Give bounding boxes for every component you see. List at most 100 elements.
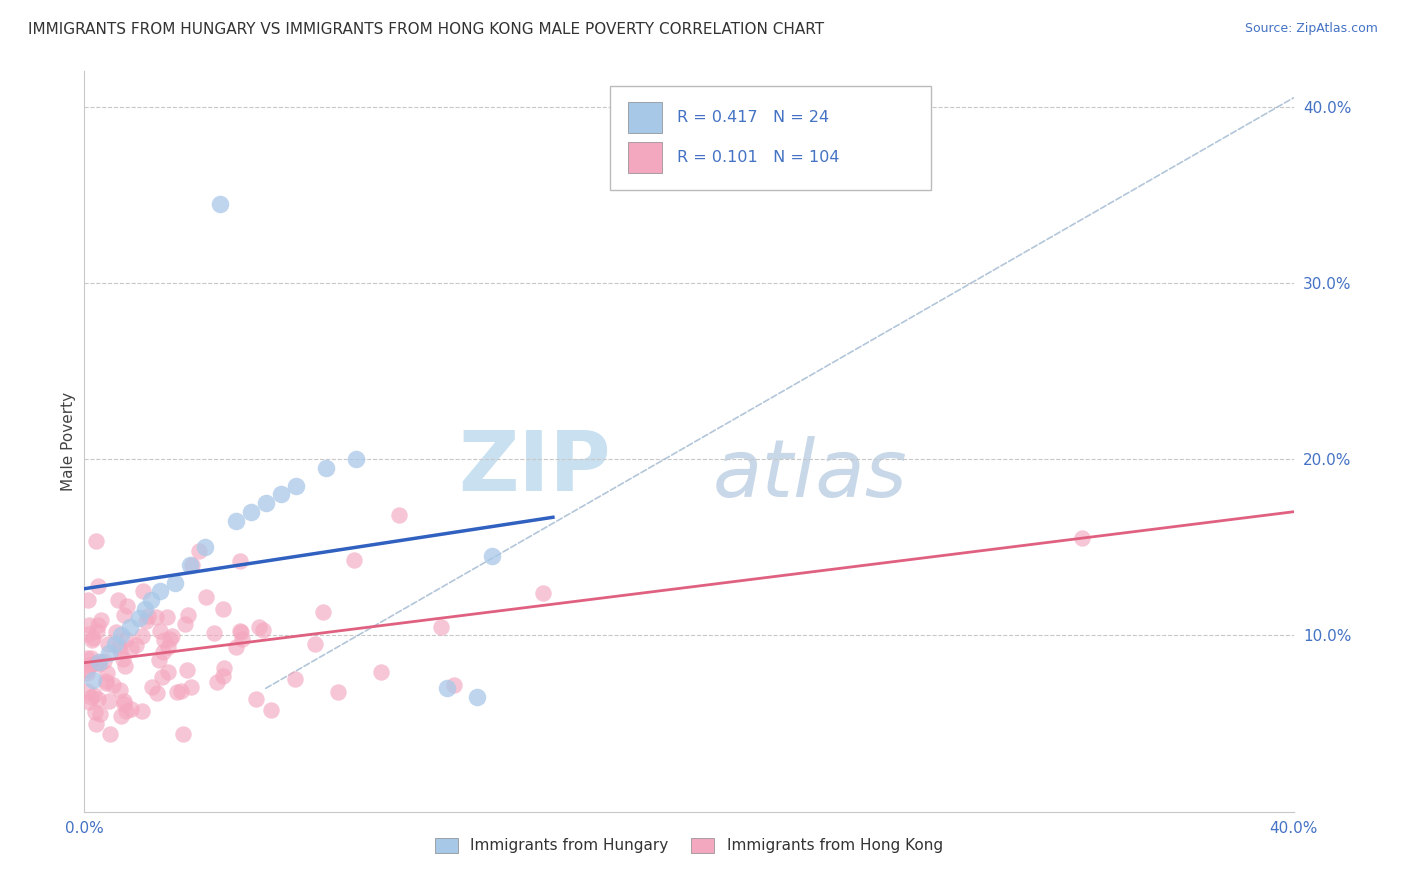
Point <box>83 656 105 670</box>
Point <box>1071 532 1094 546</box>
Point <box>328 685 350 699</box>
Point <box>311 605 333 619</box>
Point <box>104 637 127 651</box>
Point <box>112 697 135 711</box>
Point <box>97 646 120 660</box>
Point <box>209 196 232 211</box>
Point <box>150 670 173 684</box>
Bar <box>628 142 662 173</box>
Point <box>195 590 218 604</box>
Point <box>145 686 167 700</box>
Point <box>82 632 104 647</box>
Legend: Immigrants from Hungary, Immigrants from Hong Kong: Immigrants from Hungary, Immigrants from… <box>429 832 949 860</box>
Point <box>467 690 489 705</box>
Point <box>153 632 176 647</box>
Point <box>211 669 233 683</box>
Point <box>156 665 179 679</box>
Point <box>239 505 262 519</box>
Point <box>87 618 110 632</box>
Point <box>86 624 108 639</box>
Point <box>93 654 115 668</box>
Point <box>139 593 162 607</box>
Point <box>157 640 180 655</box>
Point <box>131 704 153 718</box>
Point <box>152 645 174 659</box>
Point <box>135 614 157 628</box>
Point <box>118 619 141 633</box>
Point <box>156 610 179 624</box>
Point <box>346 452 368 467</box>
Point <box>125 639 148 653</box>
Point <box>245 692 267 706</box>
Point <box>108 639 131 653</box>
Point <box>225 514 247 528</box>
Point <box>159 632 181 646</box>
Point <box>180 680 202 694</box>
Point <box>76 651 98 665</box>
Point <box>229 624 252 639</box>
Point <box>94 674 117 689</box>
Point <box>443 678 465 692</box>
Point <box>170 683 193 698</box>
Point <box>82 631 104 645</box>
Point <box>225 640 247 654</box>
Point <box>231 632 253 647</box>
Point <box>97 637 120 651</box>
Point <box>77 618 100 632</box>
Point <box>172 727 194 741</box>
Point <box>90 613 112 627</box>
Point <box>128 611 150 625</box>
Point <box>96 666 118 681</box>
Point <box>481 549 503 563</box>
Point <box>149 584 172 599</box>
Point <box>80 651 103 665</box>
Bar <box>628 102 662 133</box>
Text: R = 0.417   N = 24: R = 0.417 N = 24 <box>676 110 830 125</box>
Point <box>254 496 277 510</box>
Point <box>111 651 134 665</box>
Y-axis label: Male Poverty: Male Poverty <box>60 392 76 491</box>
FancyBboxPatch shape <box>610 87 931 190</box>
Point <box>76 627 98 641</box>
Text: atlas: atlas <box>713 436 907 514</box>
Point <box>107 593 129 607</box>
Point <box>284 672 307 686</box>
Point <box>194 541 217 555</box>
Point <box>97 694 120 708</box>
Point <box>96 675 118 690</box>
Point <box>87 655 110 669</box>
Point <box>76 666 98 681</box>
Point <box>110 644 132 658</box>
Point <box>110 682 132 697</box>
Point <box>76 663 98 677</box>
Point <box>98 727 121 741</box>
Point <box>132 583 155 598</box>
Point <box>87 657 110 672</box>
Point <box>370 665 392 680</box>
Point <box>188 544 211 558</box>
Point <box>315 461 337 475</box>
Point <box>131 629 153 643</box>
Text: ZIP: ZIP <box>458 427 610 508</box>
Text: Source: ZipAtlas.com: Source: ZipAtlas.com <box>1244 22 1378 36</box>
Point <box>84 716 107 731</box>
Point <box>89 655 111 669</box>
Point <box>105 625 128 640</box>
Point <box>77 592 100 607</box>
Point <box>260 703 283 717</box>
Point <box>79 657 101 672</box>
Point <box>173 616 195 631</box>
Point <box>205 674 228 689</box>
Point <box>148 653 170 667</box>
Point <box>176 664 198 678</box>
Point <box>89 707 111 722</box>
Point <box>430 619 453 633</box>
Point <box>87 579 110 593</box>
Point <box>120 701 142 715</box>
Point <box>103 678 125 692</box>
Point <box>145 609 167 624</box>
Point <box>388 508 411 522</box>
Point <box>114 659 136 673</box>
Text: R = 0.101   N = 104: R = 0.101 N = 104 <box>676 150 839 165</box>
Point <box>82 673 104 687</box>
